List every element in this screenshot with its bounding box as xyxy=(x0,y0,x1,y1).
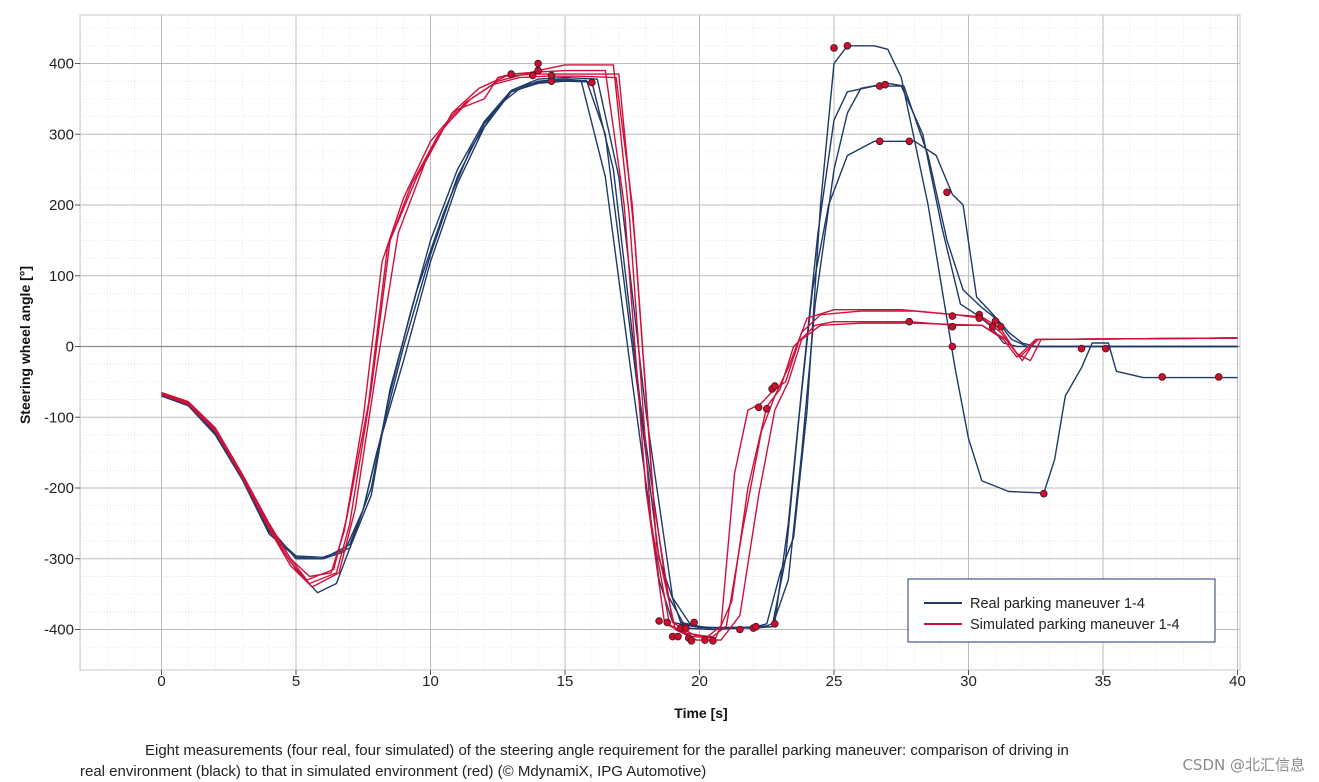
data-marker xyxy=(830,44,838,52)
data-marker xyxy=(1214,373,1223,381)
y-tick-label: 300 xyxy=(49,126,74,143)
x-tick-label: 0 xyxy=(157,673,165,690)
data-marker xyxy=(991,317,1000,325)
y-tick-label: 0 xyxy=(66,339,74,356)
y-axis-label: Steering wheel angle [°] xyxy=(17,266,33,424)
data-marker xyxy=(687,636,696,645)
series-lines xyxy=(161,45,1238,641)
series-line-simulated xyxy=(161,64,1238,639)
data-marker xyxy=(754,403,763,412)
series-line-simulated xyxy=(161,69,1238,638)
data-marker xyxy=(534,59,542,68)
y-axis-ticks: 400 300 200 100 0 -100 -200 -300 -400 xyxy=(44,56,80,639)
legend-box xyxy=(907,578,1216,643)
data-marker xyxy=(770,382,779,390)
data-marker xyxy=(736,625,744,634)
watermark: CSDN @北汇信息 xyxy=(1182,756,1305,774)
legend: Real parking maneuver 1-4 Simulated park… xyxy=(907,578,1216,643)
data-marker xyxy=(1077,344,1086,353)
data-marker xyxy=(770,619,779,628)
data-marker xyxy=(547,71,556,80)
x-tick-label: 5 xyxy=(292,673,300,690)
figure-caption: Eight measurements (four real, four simu… xyxy=(80,740,1190,782)
data-marker xyxy=(528,71,537,80)
data-marker xyxy=(1158,373,1166,381)
x-tick-label: 15 xyxy=(557,673,574,690)
x-tick-label: 10 xyxy=(422,673,439,690)
x-tick-label: 20 xyxy=(691,673,708,690)
series-line-simulated xyxy=(161,75,1238,638)
data-marker xyxy=(709,636,717,645)
data-marker xyxy=(701,636,709,644)
data-marker xyxy=(975,314,984,323)
data-marker xyxy=(534,66,542,75)
data-marker xyxy=(682,624,690,632)
data-marker xyxy=(943,188,951,197)
data-marker xyxy=(752,622,760,631)
x-tick-label: 30 xyxy=(960,673,977,690)
x-tick-label: 40 xyxy=(1229,673,1246,690)
data-marker xyxy=(507,70,516,78)
data-marker xyxy=(690,618,698,627)
data-marker xyxy=(948,322,957,331)
data-marker xyxy=(875,137,884,146)
data-marker xyxy=(905,317,914,326)
data-marker xyxy=(762,404,771,413)
data-marker xyxy=(674,632,682,641)
data-marker xyxy=(588,78,596,87)
y-tick-label: -300 xyxy=(44,551,74,568)
data-marker xyxy=(881,80,889,89)
x-tick-label: 35 xyxy=(1095,673,1112,690)
data-marker xyxy=(905,137,914,146)
legend-label-simulated: Simulated parking maneuver 1-4 xyxy=(970,617,1180,633)
caption-line-1: Eight measurements (four real, four simu… xyxy=(145,742,1069,759)
data-marker xyxy=(996,322,1005,331)
data-marker xyxy=(1040,489,1048,498)
y-tick-label: -100 xyxy=(44,409,74,426)
data-marker xyxy=(948,342,957,351)
x-axis-ticks: 0 5 10 15 20 25 30 35 40 xyxy=(157,670,1246,690)
y-tick-label: -400 xyxy=(44,622,74,639)
data-marker xyxy=(948,312,957,320)
series-line-real xyxy=(161,79,1238,629)
data-marker xyxy=(663,618,671,627)
data-marker xyxy=(843,41,852,50)
data-marker xyxy=(655,617,663,625)
caption-line-2: real environment (black) to that in simu… xyxy=(80,763,707,780)
steering-angle-chart: 0 5 10 15 20 25 30 35 40 400 300 200 100 0 -100 -200 -3… xyxy=(17,14,1246,721)
y-tick-label: 100 xyxy=(49,268,74,285)
legend-label-real: Real parking maneuver 1-4 xyxy=(970,596,1145,612)
major-grid xyxy=(80,15,1240,670)
data-markers xyxy=(507,41,1223,645)
x-tick-label: 25 xyxy=(826,673,843,690)
data-marker xyxy=(1101,344,1110,353)
y-tick-label: 200 xyxy=(49,197,74,214)
y-tick-label: -200 xyxy=(44,480,74,497)
x-axis-label: Time [s] xyxy=(674,705,727,721)
y-tick-label: 400 xyxy=(49,56,74,73)
